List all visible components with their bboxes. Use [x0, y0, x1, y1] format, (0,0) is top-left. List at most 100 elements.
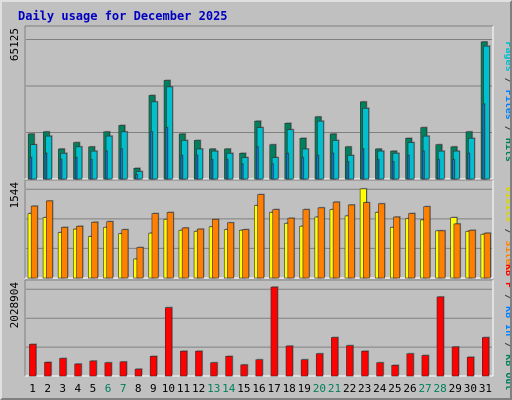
bar-top-files-day-26 [407, 155, 410, 180]
bar-middle-sites-day-18 [287, 217, 295, 279]
x-tick-label-day-12: 12 [192, 382, 205, 395]
bar-top-files-day-4 [74, 157, 78, 180]
x-tick-label-day-19: 19 [298, 382, 311, 395]
bar-middle-sites-day-24 [378, 203, 385, 279]
panel-top-legend-part-0: Pages [503, 42, 510, 72]
bar-top-pages-day-23 [362, 108, 370, 180]
bar-top-files-day-15 [241, 163, 244, 180]
bar-middle-sites-day-25 [393, 216, 401, 279]
x-tick-label-day-22: 22 [343, 382, 356, 395]
panel-middle-legend-part-2: Sites [503, 240, 510, 270]
bar-bottom-kbf-day-18 [285, 345, 293, 377]
bar-middle-sites-day-14 [227, 222, 234, 279]
x-tick-label-day-31: 31 [479, 382, 492, 395]
bar-top-files-day-7 [120, 148, 123, 180]
bar-middle-sites-day-8 [136, 247, 144, 279]
bar-middle-sites-day-15 [242, 229, 250, 279]
bar-top-files-day-28 [437, 159, 440, 180]
bar-top-files-day-17 [271, 163, 274, 180]
bar-bottom-kbf-day-19 [300, 359, 309, 377]
bar-bottom-kbf-day-12 [195, 350, 203, 377]
bar-bottom-kbf-day-21 [331, 337, 339, 377]
bar-middle-sites-day-6 [106, 221, 114, 279]
bar-middle-sites-day-11 [181, 227, 189, 279]
bar-top-files-day-18 [286, 152, 289, 180]
bar-top-files-day-14 [225, 159, 229, 180]
bar-bottom-kbf-day-16 [255, 359, 263, 377]
panel-middle-axis-max-label: 1544 [8, 182, 21, 209]
bar-top-pages-day-20 [317, 120, 324, 180]
bar-middle-sites-day-31 [483, 232, 491, 279]
bar-middle-sites-day-17 [272, 209, 280, 279]
x-tick-label-day-20: 20 [313, 382, 326, 395]
bar-middle-sites-day-28 [438, 230, 446, 279]
bar-top-files-day-2 [44, 152, 47, 180]
x-tick-label-day-9: 9 [150, 382, 157, 395]
bar-top-files-day-9 [150, 131, 153, 180]
panel-top-axis-max-label: 65125 [8, 28, 21, 61]
x-tick-label-day-23: 23 [358, 382, 371, 395]
bar-top-files-day-21 [331, 152, 334, 180]
bar-bottom-kbf-day-3 [59, 358, 67, 377]
bar-bottom-kbf-day-1 [29, 344, 37, 377]
bar-top-files-day-30 [467, 152, 470, 180]
bar-middle-sites-day-16 [257, 194, 265, 279]
bar-middle-sites-day-26 [408, 213, 416, 279]
bar-middle-sites-day-27 [423, 206, 431, 279]
panel-middle-legend: Visits / Sites [503, 186, 510, 270]
x-tick-label-day-29: 29 [449, 382, 462, 395]
bar-top-files-day-3 [59, 159, 63, 180]
bar-bottom-kbf-day-31 [482, 337, 490, 377]
bar-middle-sites-day-3 [61, 227, 68, 279]
bar-top-files-day-6 [105, 150, 108, 180]
chart-title: Daily usage for December 2025 [18, 9, 228, 23]
bar-middle-sites-day-1 [30, 205, 38, 279]
bar-top-files-day-24 [376, 159, 380, 180]
bar-top-files-day-27 [422, 150, 425, 180]
panel-top-legend: Pages / Files / Hits [503, 42, 510, 162]
bar-bottom-kbf-day-29 [451, 346, 460, 377]
bar-top-files-day-20 [316, 155, 319, 180]
x-tick-label-day-24: 24 [373, 382, 387, 395]
bar-top-files-day-29 [452, 159, 455, 180]
bar-bottom-kbf-day-8 [134, 368, 142, 377]
bar-top-files-day-31 [482, 103, 485, 180]
bar-bottom-kbf-day-26 [406, 353, 414, 377]
bar-top-files-day-23 [361, 148, 365, 180]
bar-middle-sites-day-13 [212, 219, 219, 279]
panel-top-legend-part-3: / [503, 120, 510, 138]
bar-top-files-day-13 [210, 159, 214, 180]
bar-middle-sites-day-2 [45, 200, 53, 279]
bar-bottom-kbf-day-24 [376, 362, 384, 377]
bar-top-files-day-16 [256, 146, 259, 180]
bar-bottom-kbf-day-30 [466, 356, 475, 377]
bar-bottom-kbf-day-23 [361, 350, 369, 377]
x-tick-label-day-10: 10 [162, 382, 175, 395]
bar-top-files-day-12 [195, 155, 198, 180]
bar-bottom-kbf-day-22 [346, 345, 354, 377]
panel-bottom: 2028904 KB F / KB In / KB Out [8, 264, 510, 390]
bar-bottom-kbf-day-5 [89, 360, 97, 377]
x-tick-label-day-13: 13 [207, 382, 220, 395]
bar-bottom-kbf-day-11 [180, 350, 188, 377]
x-tick-label-day-3: 3 [59, 382, 66, 395]
x-tick-label-day-11: 11 [177, 382, 190, 395]
x-tick-label-day-1: 1 [29, 382, 36, 395]
bar-top-files-day-25 [392, 161, 395, 180]
bar-top-files-day-8 [135, 174, 138, 180]
x-tick-label-day-28: 28 [434, 382, 447, 395]
bar-middle-sites-day-29 [453, 223, 461, 279]
bar-middle-sites-day-19 [302, 209, 310, 279]
panel-top-legend-part-1: / [503, 72, 510, 90]
bar-top-files-day-11 [180, 155, 183, 180]
bar-middle-sites-day-10 [166, 212, 174, 279]
bar-top-files-day-19 [301, 157, 304, 180]
bar-middle-sites-day-30 [468, 229, 476, 279]
x-tick-label-day-25: 25 [388, 382, 401, 395]
bar-bottom-kbf-day-28 [436, 296, 444, 377]
panel-bottom-legend-part-3: / [503, 336, 510, 354]
bar-bottom-kbf-day-25 [391, 365, 399, 377]
panel-top-legend-part-4: Hits [503, 138, 510, 162]
